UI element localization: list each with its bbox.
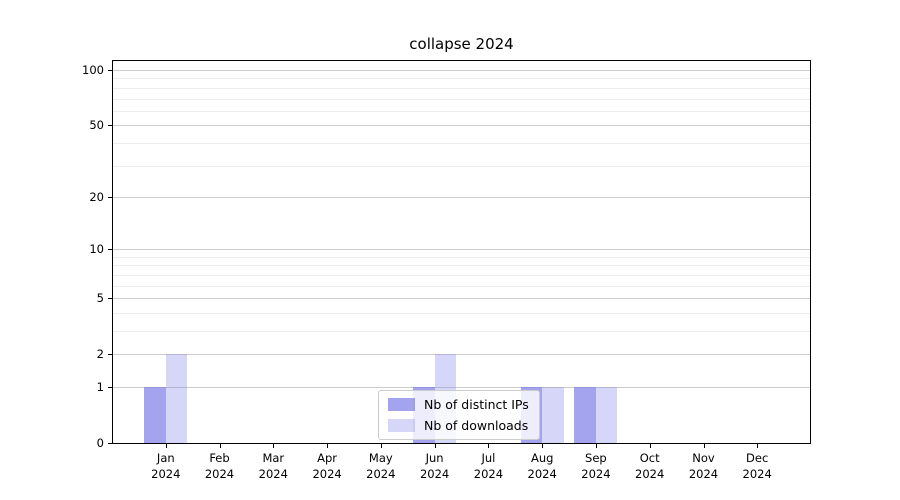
x-tick-label: Jan 2024 — [136, 450, 196, 482]
x-tick-mark — [595, 444, 597, 448]
x-tick-mark — [757, 444, 759, 448]
major-gridline — [113, 196, 810, 198]
minor-gridline — [113, 142, 810, 144]
minor-gridline — [113, 285, 810, 287]
minor-gridline — [113, 256, 810, 258]
bar-downloads-jan — [165, 354, 188, 443]
major-gridline — [113, 125, 810, 127]
x-tick-label: Nov 2024 — [674, 450, 734, 482]
legend-swatch-distinct-ips — [388, 398, 415, 411]
major-gridline — [113, 70, 810, 71]
x-tick-year: 2024 — [151, 467, 181, 481]
major-gridline — [113, 249, 810, 251]
y-tick-label: 2 — [96, 347, 104, 362]
legend-label-distinct-ips: Nb of distinct IPs — [424, 397, 529, 412]
bar-downloads-sep — [595, 387, 618, 443]
x-tick-label: Dec 2024 — [727, 450, 787, 482]
minor-gridline — [113, 78, 810, 80]
x-tick-mark — [327, 444, 329, 448]
minor-gridline — [113, 110, 810, 112]
x-tick-year: 2024 — [473, 467, 504, 481]
x-tick-label: Jun 2024 — [405, 450, 465, 482]
x-tick-mark — [380, 444, 382, 448]
major-gridline — [113, 387, 810, 388]
x-tick-mark — [273, 444, 275, 448]
x-tick-mark — [649, 444, 651, 448]
y-tick-label: 10 — [89, 242, 104, 257]
minor-gridline — [113, 87, 810, 89]
y-tick-mark — [108, 443, 112, 444]
bar-distinct-ips-sep — [574, 387, 596, 443]
legend: Nb of distinct IPs Nb of downloads — [378, 390, 540, 440]
legend-swatch-downloads — [388, 419, 415, 432]
x-tick-label: Oct 2024 — [620, 450, 680, 482]
x-tick-year: 2024 — [419, 467, 450, 481]
minor-gridline — [113, 312, 810, 314]
y-tick-label: 100 — [82, 63, 104, 77]
x-tick-year: 2024 — [204, 467, 235, 481]
x-tick-year: 2024 — [688, 467, 719, 481]
x-tick-year: 2024 — [312, 467, 342, 481]
x-tick-label: Aug 2024 — [512, 450, 572, 482]
y-tick-label: 5 — [96, 291, 104, 306]
minor-gridline — [113, 274, 810, 276]
minor-gridline — [113, 331, 810, 332]
x-tick-label: Apr 2024 — [297, 450, 357, 482]
x-tick-year: 2024 — [581, 467, 611, 481]
y-tick-mark — [108, 298, 112, 300]
chart-title: collapse 2024 — [409, 35, 514, 53]
minor-gridline — [113, 165, 810, 167]
y-tick-label: 0 — [96, 436, 104, 450]
x-tick-year: 2024 — [527, 467, 557, 481]
y-tick-label: 20 — [89, 189, 104, 204]
x-tick-year: 2024 — [742, 467, 772, 481]
x-tick-mark — [219, 444, 221, 448]
y-tick-mark — [108, 354, 112, 356]
minor-gridline — [113, 265, 810, 267]
x-tick-label: Jul 2024 — [458, 450, 518, 482]
y-tick-mark — [108, 196, 112, 198]
y-tick-mark — [108, 70, 112, 71]
x-tick-mark — [488, 444, 490, 448]
x-tick-year: 2024 — [635, 467, 665, 481]
y-tick-mark — [108, 249, 112, 251]
y-tick-mark — [108, 125, 112, 127]
y-tick-label: 50 — [89, 118, 104, 133]
legend-label-downloads: Nb of downloads — [424, 418, 529, 433]
bar-downloads-aug — [542, 387, 564, 443]
x-tick-label: May 2024 — [351, 450, 411, 482]
plot-area — [112, 60, 811, 444]
legend-item-downloads: Nb of downloads — [388, 418, 530, 433]
x-tick-mark — [165, 444, 167, 448]
major-gridline — [113, 354, 810, 356]
x-tick-label: Sep 2024 — [566, 450, 626, 482]
major-gridline — [113, 298, 810, 300]
x-tick-year: 2024 — [258, 467, 288, 481]
x-tick-year: 2024 — [366, 467, 396, 481]
x-tick-mark — [703, 444, 705, 448]
x-tick-label: Feb 2024 — [190, 450, 250, 482]
minor-gridline — [113, 98, 810, 100]
x-tick-mark — [542, 444, 544, 448]
y-tick-mark — [108, 387, 112, 388]
bar-distinct-ips-jan — [144, 387, 166, 443]
x-tick-mark — [434, 444, 436, 448]
x-tick-label: Mar 2024 — [243, 450, 303, 482]
y-tick-label: 1 — [96, 380, 104, 394]
legend-item-distinct-ips: Nb of distinct IPs — [388, 397, 530, 412]
